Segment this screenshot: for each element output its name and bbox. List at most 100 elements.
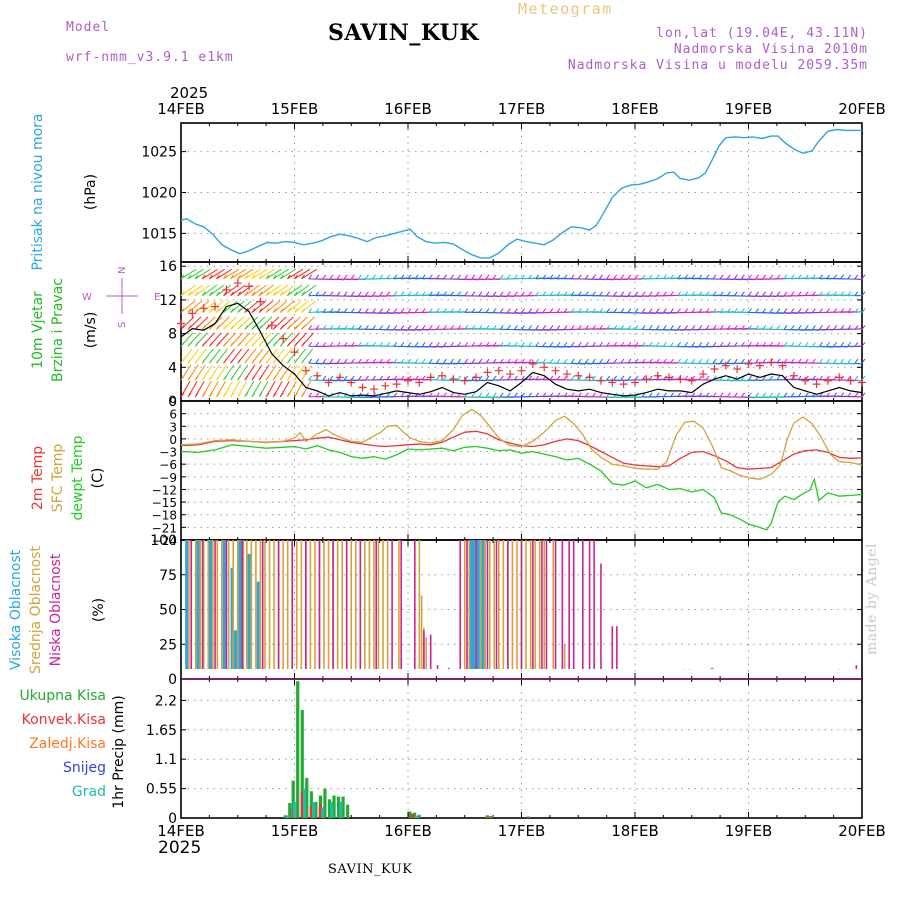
x-day-label-top: 14FEB — [157, 100, 204, 118]
precip-total-bar — [288, 803, 292, 818]
gust-marker — [188, 309, 197, 318]
wind-gust-markers — [177, 279, 866, 394]
y-tick-label: 12 — [159, 293, 177, 309]
gust-marker — [199, 304, 208, 313]
compass-s-label: S — [117, 322, 128, 328]
wind-axis-label-line2: Brzina i Pravac — [50, 278, 66, 382]
y-tick-label: 8 — [168, 327, 177, 343]
precip-hail-bar — [292, 801, 296, 818]
legend-ukupna-kisa: Ukupna Kisa — [19, 688, 106, 704]
precip-total-bar — [296, 681, 300, 818]
precip-total-bar — [341, 796, 345, 818]
x-day-label-bottom: 18FEB — [611, 822, 658, 840]
gust-marker — [245, 282, 254, 291]
precip-total-bar — [314, 801, 318, 818]
gust-marker — [562, 370, 571, 379]
precip-total-bar — [283, 815, 287, 818]
precip-conv-bar — [410, 813, 414, 818]
gust-marker — [699, 370, 708, 379]
x-day-label-top: 17FEB — [498, 100, 545, 118]
gust-marker — [676, 375, 685, 384]
gust-marker — [233, 279, 242, 288]
model-elevation-label: Nadmorska Visina u modelu 2059.35m — [567, 58, 868, 73]
x-day-label-top: 16FEB — [384, 100, 431, 118]
y-tick-label: 1015 — [141, 226, 177, 242]
x-day-label-bottom: 17FEB — [498, 822, 545, 840]
x-day-label-bottom: 14FEB — [157, 822, 204, 840]
y-tick-label: −18 — [152, 509, 177, 523]
dewpoint-label: dewpt Temp — [70, 435, 86, 520]
precip-total-bar — [332, 795, 336, 818]
x-day-label-top: 19FEB — [725, 100, 772, 118]
gust-marker — [392, 380, 401, 389]
gust-marker — [256, 297, 265, 306]
gust-marker — [812, 380, 821, 389]
gust-marker — [222, 285, 231, 294]
elevation-label: Nadmorska Visina 2010m — [673, 42, 868, 57]
precip-total-bar — [485, 815, 489, 818]
precip-conv-bar — [318, 804, 323, 818]
pressure-axis-label: Pritisak na nivou mora — [30, 113, 46, 270]
x-day-label-bottom: 15FEB — [271, 822, 318, 840]
gust-marker — [460, 376, 469, 385]
x-day-label-bottom: 16FEB — [384, 822, 431, 840]
year-label-top: 2025 — [170, 84, 209, 102]
precip-total-bar — [336, 796, 341, 818]
station-title: SAVIN_KUK — [328, 20, 479, 46]
gust-marker — [313, 371, 322, 380]
gust-marker — [665, 373, 674, 382]
gust-marker — [290, 348, 299, 357]
gust-marker — [301, 366, 310, 375]
gust-marker — [358, 383, 367, 392]
gust-marker — [483, 368, 492, 377]
precip-total-bar — [327, 799, 332, 818]
y-tick-label: 1025 — [141, 145, 177, 161]
gust-marker — [574, 371, 583, 380]
pressure-unit-label: (hPa) — [83, 174, 99, 210]
gust-marker — [426, 373, 435, 382]
precip-hail-bar — [321, 807, 325, 818]
gust-marker — [347, 378, 356, 387]
gust-marker — [279, 334, 288, 343]
model-label: Model — [66, 20, 111, 35]
cloud-low-label: Niska Oblacnost — [48, 553, 64, 666]
dewpoint-line — [180, 444, 863, 531]
y-tick-label: −9 — [159, 471, 177, 485]
x-day-label-top: 18FEB — [611, 100, 658, 118]
gust-marker — [551, 366, 560, 375]
precip-hail-bar — [285, 815, 290, 818]
gust-marker — [369, 385, 378, 394]
gust-marker — [438, 371, 447, 380]
precip-hail-bar — [415, 815, 419, 818]
gust-marker — [710, 364, 719, 373]
y-tick-label: −21 — [152, 521, 177, 535]
gust-marker — [404, 376, 412, 385]
gust-marker — [767, 358, 776, 367]
gust-marker — [267, 321, 276, 330]
compass-w-label: W — [82, 292, 92, 303]
y-tick-label: −24 — [152, 534, 177, 548]
precip-hail-bar — [302, 788, 307, 818]
gust-marker — [472, 373, 481, 382]
legend-grad: Grad — [72, 784, 106, 800]
x-day-label-top: 20FEB — [838, 100, 885, 118]
x-day-label-top: 15FEB — [271, 100, 318, 118]
precip-total-bar — [346, 804, 350, 818]
gust-marker — [177, 319, 185, 328]
y-tick-label: −15 — [152, 496, 177, 510]
gust-marker — [585, 373, 594, 382]
y-tick-label: 25 — [159, 637, 177, 653]
y-tick-label: 75 — [159, 568, 177, 584]
gust-marker — [324, 378, 333, 387]
gust-marker — [506, 370, 515, 379]
precip-total-bar — [309, 791, 313, 818]
chart-subtitle: Meteogram — [518, 0, 613, 18]
wind-axis-label-line1: 10m Vjetar — [30, 291, 46, 369]
y-tick-label: 4 — [168, 360, 177, 376]
footer-station: SAVIN_KUK — [328, 862, 413, 877]
gust-marker — [835, 373, 844, 382]
year-label-bottom: 2025 — [158, 838, 202, 858]
gust-marker — [778, 361, 787, 370]
y-tick-label: 100 — [150, 533, 177, 549]
